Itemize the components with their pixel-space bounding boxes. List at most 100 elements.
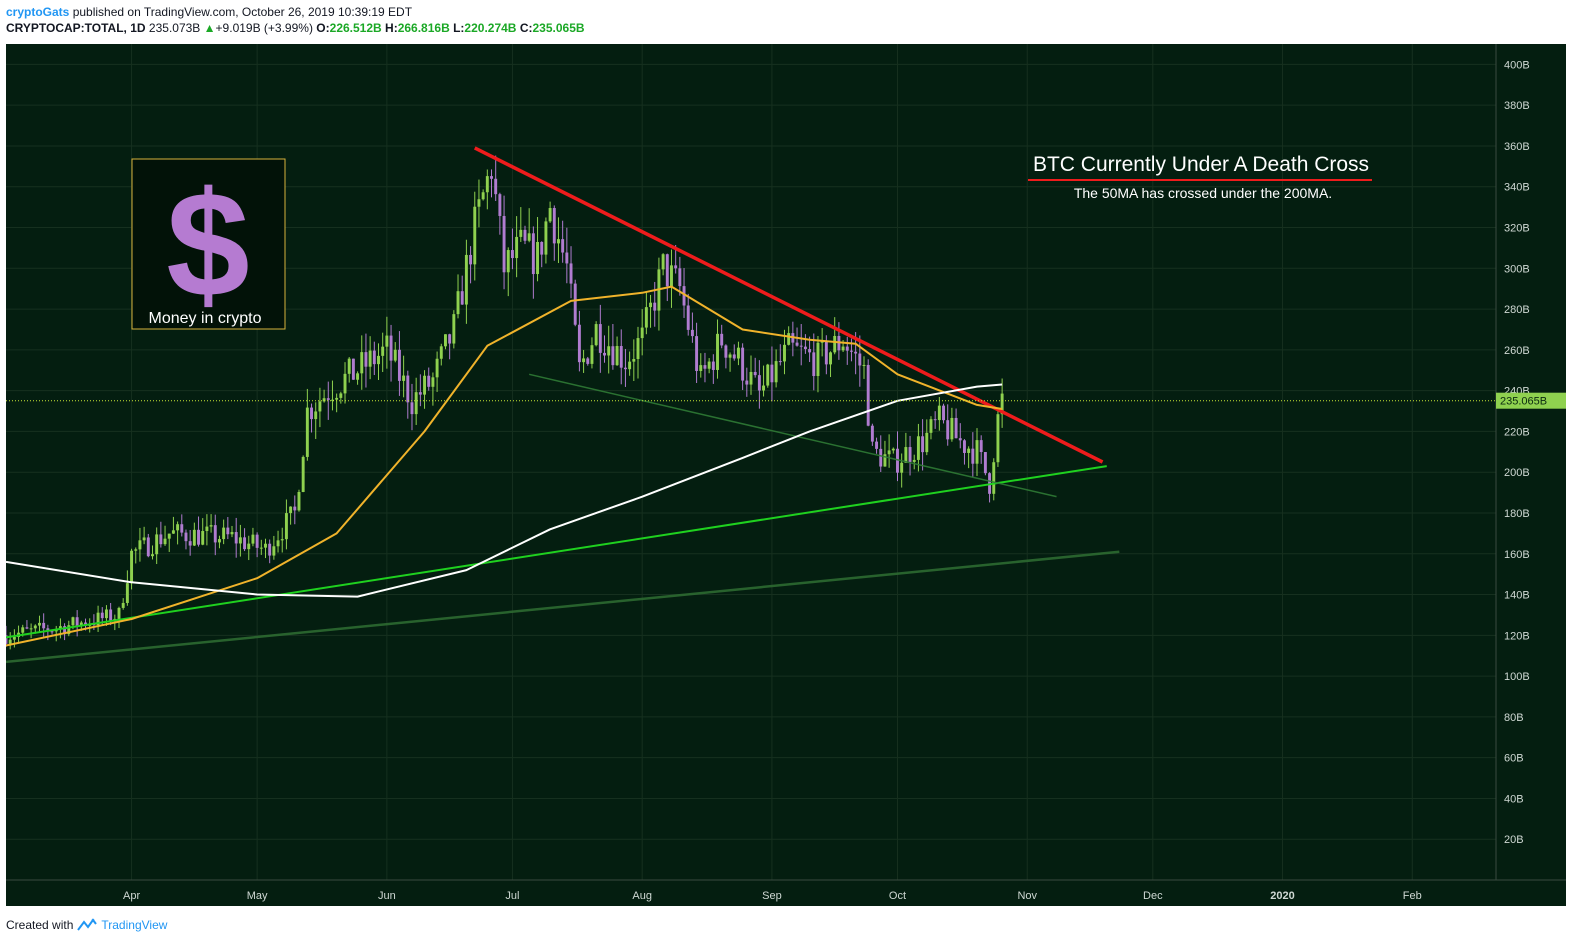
candle-body: [552, 208, 556, 244]
trendline-lower-channel[interactable]: [529, 373, 1057, 498]
candle-body: [636, 338, 640, 360]
tradingview-link[interactable]: TradingView: [101, 918, 168, 932]
candle-body: [289, 506, 293, 514]
candle-body: [448, 334, 452, 344]
candle-body: [954, 417, 958, 439]
candle-body: [469, 254, 473, 265]
candle-body: [632, 359, 636, 362]
price-change: +9.019B (+3.99%): [215, 21, 313, 35]
candle-body: [728, 354, 732, 358]
candle-body: [393, 349, 397, 361]
dollar-sign-icon: $: [166, 160, 249, 328]
candle-body: [418, 392, 422, 395]
candle-body: [402, 375, 406, 381]
candle-body: [297, 491, 301, 511]
candle-body: [908, 447, 912, 462]
candle-body: [862, 364, 866, 366]
open-label: O:: [316, 21, 330, 35]
candle-body: [184, 532, 188, 542]
candle-body: [942, 405, 945, 421]
x-axis-panel[interactable]: [6, 880, 1566, 906]
y-tick-label: 180B: [1504, 508, 1530, 520]
candle-body: [255, 534, 259, 548]
candle-body: [50, 631, 54, 633]
candle-body: [473, 206, 477, 265]
candle-body: [603, 352, 606, 356]
candle-body: [477, 199, 481, 207]
chart-container[interactable]: 400B 380B 360B 340B 320B 300B 280B 260B 240B 220B…: [4, 44, 1566, 906]
candle-body: [912, 459, 916, 462]
candle-body: [736, 347, 740, 359]
y-axis-ticks: 400B380B360B340B320B300B280B260B240B220B…: [1504, 59, 1530, 846]
candle-body: [887, 450, 891, 455]
candle-body: [117, 607, 121, 619]
y-axis-panel[interactable]: [1496, 44, 1566, 880]
candle-body: [163, 538, 167, 545]
candle-body: [372, 350, 376, 365]
death-cross-annotation[interactable]: BTC Currently Under A Death Cross The 50…: [1028, 153, 1372, 201]
candle-body: [104, 609, 108, 619]
candle-body: [259, 547, 263, 549]
candle-body: [502, 215, 506, 273]
candle-body: [716, 333, 719, 370]
y-tick-label: 20B: [1504, 834, 1524, 846]
candle-body: [544, 221, 548, 255]
candle-body: [314, 411, 318, 420]
candle-body: [879, 448, 883, 467]
candle-body: [268, 543, 272, 556]
candle-body: [653, 302, 657, 311]
candle-body: [38, 622, 41, 626]
candle-body: [326, 398, 330, 400]
candle-body: [896, 448, 899, 473]
price-chart[interactable]: 400B380B360B340B320B300B280B260B240B220B…: [4, 44, 1566, 906]
candle-body: [130, 550, 134, 584]
candle-body: [720, 333, 724, 346]
candle-body: [125, 583, 129, 603]
candle-body: [439, 346, 443, 359]
candle-body: [460, 291, 464, 305]
candle-body: [385, 335, 389, 347]
author-link[interactable]: cryptoGats: [6, 5, 70, 19]
candle-body: [619, 346, 623, 368]
trendline-resistance[interactable]: [473, 146, 1104, 464]
candle-body: [870, 425, 874, 442]
candle-body: [381, 346, 385, 356]
high-label: H:: [385, 21, 398, 35]
candle-body: [176, 524, 180, 531]
candle-body: [929, 419, 933, 433]
candle-body: [992, 462, 996, 494]
trendline-long-support[interactable]: [5, 550, 1120, 664]
candle-body: [598, 324, 602, 353]
candle-body: [234, 532, 238, 544]
trendlines[interactable]: [5, 146, 1120, 664]
candle-body: [724, 345, 728, 358]
candle-body: [783, 344, 786, 362]
candle-body: [745, 380, 749, 385]
candle-body: [649, 302, 653, 308]
candle-body: [29, 628, 33, 630]
x-tick-label: May: [247, 890, 268, 902]
candle-body: [778, 361, 782, 363]
candle-body: [711, 361, 715, 370]
candle-body: [661, 254, 665, 270]
candle-body: [284, 513, 288, 540]
candle-body: [347, 358, 351, 374]
candle-body: [569, 263, 573, 284]
candle-body: [967, 448, 971, 453]
candle-body: [695, 336, 699, 371]
candle-body: [318, 401, 322, 412]
candle-body: [623, 367, 627, 370]
candle-body: [276, 540, 280, 547]
candle-body: [343, 373, 347, 394]
candle-body: [356, 373, 360, 380]
candle-body: [703, 365, 707, 369]
candle-body: [167, 533, 171, 539]
y-tick-label: 80B: [1504, 712, 1524, 724]
candle-body: [891, 448, 895, 451]
candle-body: [900, 462, 904, 473]
candle-body: [435, 358, 439, 378]
candle-body: [741, 347, 745, 381]
trendline-support[interactable]: [5, 465, 1107, 639]
up-arrow-icon: ▲: [203, 21, 216, 35]
candle-body: [971, 448, 975, 464]
